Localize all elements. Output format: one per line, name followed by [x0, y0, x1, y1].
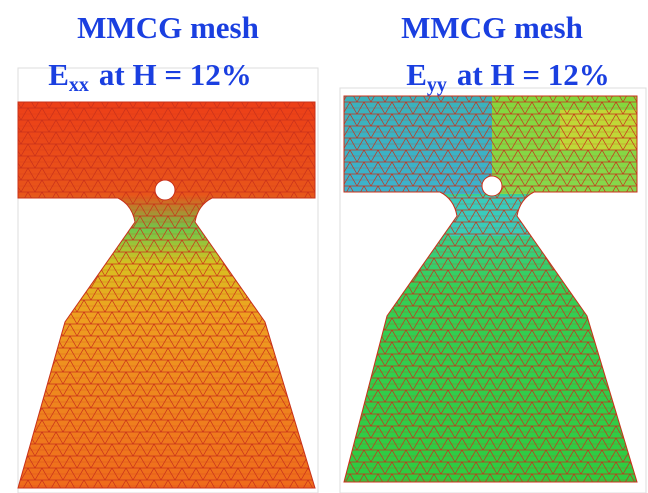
hole — [482, 176, 502, 196]
subscript: yy — [427, 74, 447, 96]
figure: MMCG mesh Exx at H = 12% MMCG mesh Eyy at … — [0, 0, 648, 493]
condition: at H = 12% — [457, 57, 610, 92]
condition: at H = 12% — [99, 57, 252, 92]
panel-label: Eyy at H = 12% — [406, 57, 610, 96]
symbol: E — [48, 57, 69, 92]
symbol: E — [406, 57, 427, 92]
subscript: xx — [69, 74, 89, 96]
hole — [155, 180, 175, 200]
panel-title: MMCG mesh — [77, 10, 259, 45]
panel-label: Exx at H = 12% — [48, 57, 252, 96]
panel-title: MMCG mesh — [401, 10, 583, 45]
